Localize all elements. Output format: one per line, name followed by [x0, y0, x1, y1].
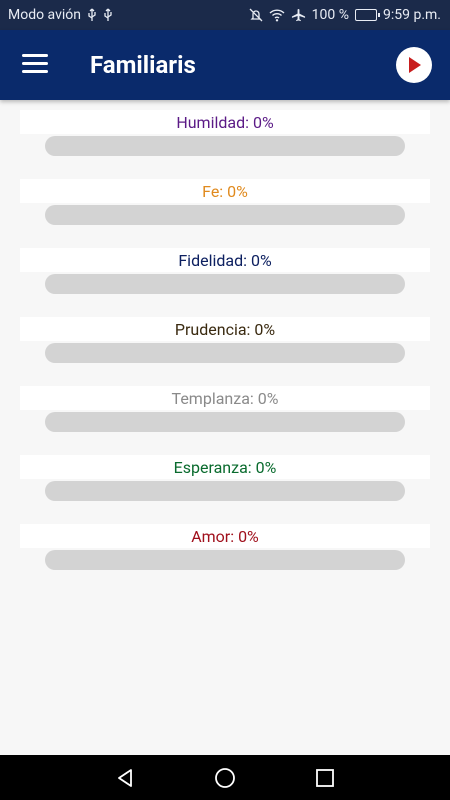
status-bar: Modo avión 100 % 9:59 p.m.	[0, 0, 450, 30]
airplane-mode-label: Modo avión	[8, 7, 81, 23]
mute-icon	[249, 8, 263, 22]
app-bar: Familiaris	[0, 30, 450, 100]
circle-home-icon[interactable]	[214, 767, 236, 789]
progress-bar	[45, 481, 405, 501]
virtue-label: Prudencia: 0%	[20, 317, 430, 341]
progress-bar	[45, 205, 405, 225]
clock: 9:59 p.m.	[383, 7, 441, 23]
virtue-label: Fe: 0%	[20, 179, 430, 203]
battery-icon	[355, 9, 380, 21]
airplane-icon	[291, 8, 306, 23]
virtue-label: Fidelidad: 0%	[20, 248, 430, 272]
virtue-item-fidelidad: Fidelidad: 0%	[0, 248, 450, 298]
page-title: Familiaris	[90, 51, 196, 79]
navigation-bar	[0, 755, 450, 800]
progress-bar	[45, 412, 405, 432]
virtue-label: Templanza: 0%	[20, 386, 430, 410]
usb-icon	[103, 8, 113, 22]
triangle-back-icon[interactable]	[114, 767, 136, 789]
progress-bar	[45, 550, 405, 570]
progress-bar	[45, 274, 405, 294]
hamburger-menu-icon[interactable]	[22, 54, 48, 74]
virtue-item-humildad: Humildad: 0%	[0, 110, 450, 160]
progress-bar	[45, 136, 405, 156]
usb-icon	[87, 8, 97, 22]
square-recents-icon[interactable]	[314, 767, 336, 789]
progress-bar	[45, 343, 405, 363]
virtue-item-amor: Amor: 0%	[0, 524, 450, 574]
virtue-label: Amor: 0%	[20, 524, 430, 548]
virtue-item-fe: Fe: 0%	[0, 179, 450, 229]
virtue-item-prudencia: Prudencia: 0%	[0, 317, 450, 367]
virtue-item-templanza: Templanza: 0%	[0, 386, 450, 436]
wifi-icon	[269, 8, 285, 22]
virtue-label: Humildad: 0%	[20, 110, 430, 134]
virtue-item-esperanza: Esperanza: 0%	[0, 455, 450, 505]
virtue-label: Esperanza: 0%	[20, 455, 430, 479]
play-button[interactable]	[396, 47, 432, 83]
play-icon	[409, 57, 421, 73]
battery-percent: 100 %	[311, 7, 349, 23]
